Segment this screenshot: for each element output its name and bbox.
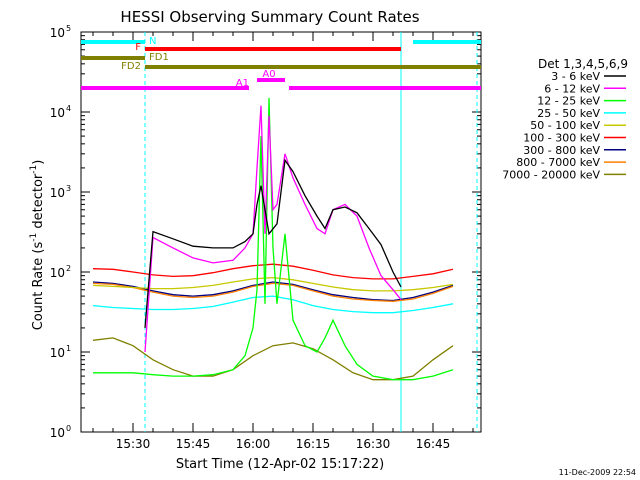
y-tick-label: 10 — [50, 26, 65, 40]
x-tick-label: 16:15 — [296, 437, 331, 451]
plot-frame — [80, 31, 482, 433]
x-tick-label: 16:30 — [356, 437, 391, 451]
timestamp: 11-Dec-2009 22:54 — [559, 468, 636, 477]
legend-label: 6 - 12 keV — [544, 82, 600, 95]
series-line — [92, 337, 454, 381]
legend-label: 3 - 6 keV — [551, 70, 600, 83]
flag-label-fd2: FD2 — [121, 61, 141, 72]
legend-label: 300 - 800 keV — [523, 144, 600, 157]
y-tick-label: 10 — [50, 106, 65, 120]
y-tick-exponent: 0 — [66, 424, 71, 433]
flag-label-n: N — [149, 36, 156, 47]
legend-label: 12 - 25 keV — [537, 95, 600, 108]
y-tick-label: 10 — [50, 426, 65, 440]
chart-title: HESSI Observing Summary Count Rates — [120, 8, 419, 26]
legend-label: 100 - 300 keV — [523, 132, 600, 145]
legend-label: 50 - 100 keV — [530, 119, 600, 132]
series-line — [92, 263, 454, 280]
x-tick-label: 15:30 — [116, 437, 151, 451]
y-tick-label: 10 — [50, 186, 65, 200]
legend-label: 800 - 7000 keV — [516, 156, 600, 169]
series-line — [92, 281, 454, 302]
x-tick-label: 16:45 — [416, 437, 451, 451]
y-axis-label: Count Rate (s-1 detector-1) — [29, 160, 46, 331]
y-tick-label: 10 — [50, 266, 65, 280]
series-line — [92, 276, 454, 292]
y-tick-exponent: 3 — [66, 184, 71, 193]
series-line — [92, 295, 454, 314]
series-line — [93, 97, 454, 381]
y-tick-exponent: 5 — [66, 24, 71, 33]
legend-label: 7000 - 20000 keV — [502, 168, 600, 181]
x-axis-label: Start Time (12-Apr-02 15:17:22) — [176, 457, 384, 472]
flag-label-a0: A0 — [262, 69, 275, 80]
legend-title: Det 1,3,4,5,6,9 — [538, 57, 628, 71]
flag-label-fd1: FD1 — [149, 52, 169, 63]
x-tick-label: 16:00 — [236, 437, 271, 451]
y-tick-exponent: 2 — [66, 264, 71, 273]
y-tick-exponent: 1 — [66, 344, 71, 353]
legend-label: 25 - 50 keV — [537, 107, 600, 120]
flag-label-a1: A1 — [236, 78, 249, 89]
series-line — [144, 158, 402, 328]
series-line — [92, 282, 454, 302]
x-tick-label: 15:45 — [176, 437, 211, 451]
y-tick-exponent: 4 — [66, 104, 71, 113]
series-line — [144, 105, 402, 353]
y-tick-label: 10 — [50, 346, 65, 360]
flag-label-f: F — [135, 42, 141, 53]
